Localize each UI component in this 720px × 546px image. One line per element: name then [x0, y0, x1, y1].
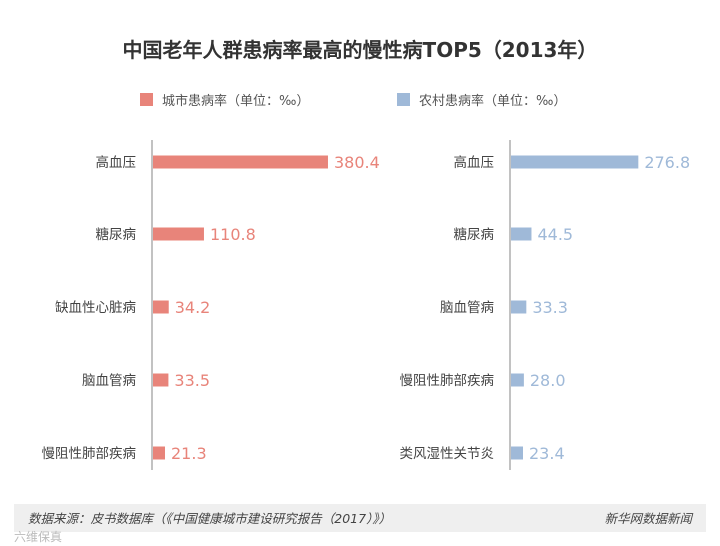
footer-source: 数据来源：皮书数据库（《中国健康城市建设研究报告（2017）》） — [28, 511, 391, 526]
value-label: 380.4 — [334, 153, 380, 172]
category-label: 慢阻性肺部疾病 — [400, 372, 495, 389]
legend-label-urban: 城市患病率（单位：‰） — [162, 93, 309, 109]
category-label: 高血压 — [96, 154, 137, 171]
bar — [153, 227, 204, 241]
value-label: 21.3 — [171, 444, 207, 463]
watermark: 六维保真 — [14, 530, 62, 544]
bar — [511, 227, 532, 241]
value-label: 110.8 — [210, 225, 256, 244]
legend-urban: 城市患病率（单位：‰） — [140, 93, 309, 109]
category-label: 缺血性心脏病 — [55, 300, 136, 316]
footer-credit: 新华网数据新闻 — [604, 511, 693, 526]
urban-panel: 高血压 380.4 糖尿病 110.8 缺血性心脏病 34.2 脑血管病 33.5 慢阻性肺部疾… — [42, 140, 380, 470]
value-label: 44.5 — [537, 225, 573, 244]
value-label: 23.4 — [529, 444, 565, 463]
category-label: 脑血管病 — [440, 300, 494, 316]
bar — [511, 300, 527, 314]
value-label: 33.3 — [532, 298, 568, 317]
legend-label-rural: 农村患病率（单位：‰） — [419, 93, 566, 109]
rural-panel: 高血压 276.8 糖尿病 44.5 脑血管病 33.3 慢阻性肺部疾病 28.0 类风湿性关节… — [400, 140, 690, 470]
bar — [153, 300, 169, 314]
chart-title: 中国老年人群患病率最高的慢性病TOP5（2013年） — [123, 38, 598, 62]
category-label: 类风湿性关节炎 — [400, 446, 495, 462]
bar — [153, 155, 328, 169]
category-label: 糖尿病 — [96, 227, 137, 243]
value-label: 33.5 — [174, 371, 210, 390]
bar — [511, 446, 523, 460]
legend-swatch-rural — [397, 93, 410, 106]
bar — [153, 373, 169, 387]
bar — [511, 155, 639, 169]
value-label: 34.2 — [175, 298, 211, 317]
category-label: 高血压 — [454, 154, 495, 171]
legend-swatch-urban — [140, 93, 153, 106]
category-label: 脑血管病 — [82, 373, 136, 389]
category-label: 慢阻性肺部疾病 — [42, 445, 137, 462]
category-label: 糖尿病 — [454, 227, 495, 243]
legend-rural: 农村患病率（单位：‰） — [397, 93, 566, 109]
footer-bar — [14, 504, 706, 532]
bar — [153, 446, 165, 460]
value-label: 276.8 — [644, 153, 690, 172]
value-label: 28.0 — [530, 371, 566, 390]
bar — [511, 373, 524, 387]
